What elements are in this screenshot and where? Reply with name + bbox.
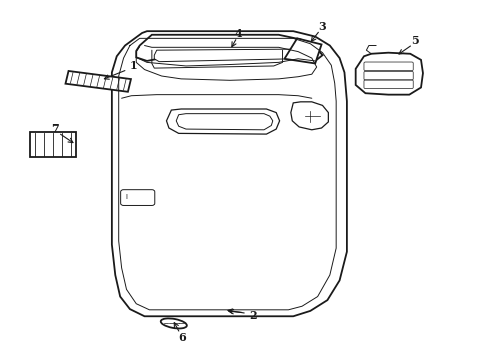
Polygon shape xyxy=(166,109,279,134)
Polygon shape xyxy=(112,31,346,316)
Polygon shape xyxy=(284,39,321,63)
Polygon shape xyxy=(355,53,422,95)
Text: 2: 2 xyxy=(249,310,257,321)
Text: 6: 6 xyxy=(178,332,185,343)
Text: I: I xyxy=(125,194,127,200)
FancyBboxPatch shape xyxy=(30,132,76,157)
Text: 7: 7 xyxy=(51,122,59,134)
FancyBboxPatch shape xyxy=(121,190,155,206)
Text: 5: 5 xyxy=(410,35,418,46)
Polygon shape xyxy=(176,114,272,130)
Polygon shape xyxy=(136,35,322,61)
Ellipse shape xyxy=(161,318,186,328)
Polygon shape xyxy=(290,102,328,130)
Text: 3: 3 xyxy=(318,21,325,32)
Text: 4: 4 xyxy=(234,28,242,39)
Polygon shape xyxy=(65,71,131,92)
Text: 1: 1 xyxy=(129,60,137,72)
Polygon shape xyxy=(154,49,306,62)
